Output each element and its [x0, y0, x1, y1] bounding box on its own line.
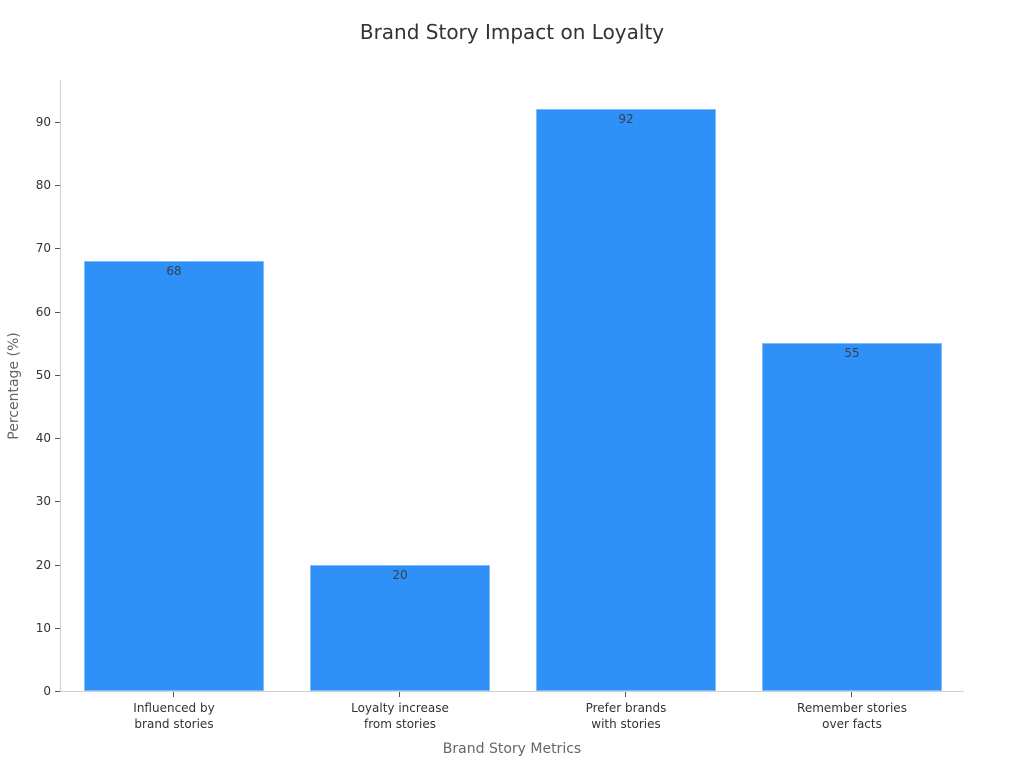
- x-tick-mark: [399, 692, 400, 697]
- y-tick-mark: [55, 627, 60, 629]
- y-tick-label: 70: [35, 241, 51, 256]
- y-tick: 0: [0, 684, 60, 698]
- x-tick-label: Influenced by brand stories: [84, 700, 264, 732]
- x-tick-mark: [173, 692, 174, 697]
- x-tick-label: Loyalty increase from stories: [310, 700, 490, 732]
- y-tick-mark: [55, 248, 60, 250]
- y-tick: 20: [0, 558, 60, 572]
- y-tick-mark: [55, 185, 60, 187]
- y-tick: 90: [0, 115, 60, 129]
- x-tick-label: Prefer brands with stories: [536, 700, 716, 732]
- y-tick: 80: [0, 178, 60, 192]
- x-tick-label-line: Influenced by: [133, 701, 215, 715]
- y-tick-mark: [55, 564, 60, 566]
- x-tick-label: Remember stories over facts: [762, 700, 942, 732]
- y-axis-title: Percentage (%): [6, 332, 22, 440]
- bar-value-label: 20: [392, 567, 408, 582]
- y-tick-label: 80: [35, 178, 51, 193]
- y-tick: 60: [0, 305, 60, 319]
- y-tick-label: 40: [35, 431, 51, 446]
- y-tick-label: 30: [35, 494, 51, 509]
- bar-value-label: 55: [844, 346, 860, 361]
- y-tick-mark: [55, 311, 60, 313]
- x-tick-mark: [625, 692, 626, 697]
- bar-prefer-brands-with-stories: 92: [536, 109, 716, 691]
- y-tick-label: 90: [35, 115, 51, 130]
- x-axis-line: [60, 691, 964, 692]
- y-tick-label: 0: [43, 684, 51, 698]
- y-axis-line: [60, 80, 61, 692]
- y-tick-label: 60: [35, 304, 51, 319]
- y-tick: 70: [0, 241, 60, 255]
- y-tick-mark: [55, 501, 60, 503]
- y-tick-mark: [55, 691, 60, 692]
- chart-title: Brand Story Impact on Loyalty: [359, 20, 665, 44]
- x-axis-title: Brand Story Metrics: [442, 741, 582, 757]
- y-tick-label: 50: [35, 367, 51, 382]
- y-tick: 10: [0, 621, 60, 635]
- x-tick-mark: [851, 692, 852, 697]
- x-tick-label-line: Loyalty increase: [351, 701, 449, 715]
- x-tick-label-line: with stories: [591, 717, 661, 731]
- y-tick: 30: [0, 494, 60, 508]
- bar-value-label: 68: [166, 264, 182, 279]
- x-tick-label-line: Remember stories: [797, 701, 907, 715]
- bar-remember-stories-over-facts: 55: [762, 343, 942, 691]
- y-tick-label: 20: [35, 557, 51, 572]
- x-tick-label-line: over facts: [822, 717, 882, 731]
- y-tick: 50: [0, 368, 60, 382]
- x-tick-label-line: brand stories: [134, 717, 214, 731]
- y-tick: 40: [0, 431, 60, 445]
- x-tick-label-line: from stories: [364, 717, 436, 731]
- y-tick-mark: [55, 122, 60, 124]
- bar-influenced-by-brand-stories: 68: [84, 261, 264, 691]
- bar-value-label: 92: [618, 112, 634, 127]
- y-tick-label: 10: [35, 620, 51, 635]
- y-tick-mark: [55, 438, 60, 440]
- y-tick-mark: [55, 374, 60, 376]
- x-tick-label-line: Prefer brands: [585, 701, 667, 715]
- bar-loyalty-increase-from-stories: 20: [310, 564, 490, 691]
